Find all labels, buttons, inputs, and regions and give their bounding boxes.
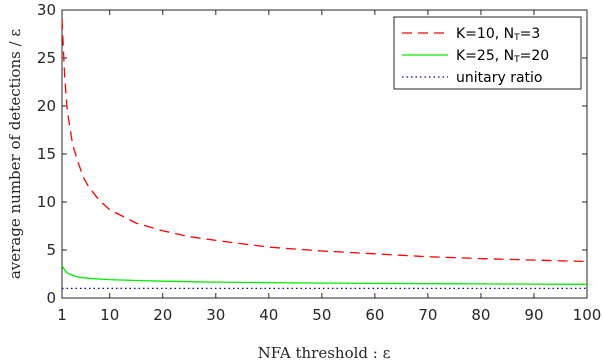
x-tick-label: 20: [153, 306, 172, 324]
x-tick-label: 70: [418, 306, 437, 324]
series-layer: [61, 19, 588, 290]
legend-label-main: unitary ratio: [456, 70, 542, 86]
legend-label-3: unitary ratio: [456, 70, 542, 86]
x-tick-label: 40: [259, 306, 278, 324]
x-tick-label: 80: [471, 306, 490, 324]
y-tick-label: 5: [46, 241, 56, 259]
x-axis-label: NFA threshold : ε: [258, 344, 391, 362]
legend-label-subscript: T: [513, 55, 520, 65]
legend-label-tail: =20: [520, 48, 550, 64]
legend-label-subscript: T: [513, 33, 520, 43]
series-line-1: [61, 19, 588, 263]
x-tick-label: 50: [312, 306, 331, 324]
y-tick-label: 0: [46, 289, 56, 307]
axis-ticks: 1 10 20 30 40 50 60 70 80 90 100 0 5 10 15 20 25 30: [37, 1, 601, 324]
x-tick-label: 60: [365, 306, 384, 324]
y-tick-label: 15: [37, 145, 56, 163]
x-tick-label: 10: [100, 306, 119, 324]
y-axis-label: average number of detections / ε: [6, 29, 24, 280]
y-tick-label: 25: [37, 49, 56, 67]
series-line-2: [61, 265, 588, 285]
y-tick-label: 10: [37, 193, 56, 211]
legend-label-tail: =3: [520, 26, 541, 42]
x-tick-label: 100: [573, 306, 602, 324]
legend-label-main: K=10, N: [456, 26, 514, 42]
x-tick-label: 30: [206, 306, 225, 324]
legend-label-main: K=25, N: [456, 48, 514, 64]
x-tick-label: 1: [57, 306, 67, 324]
legend-label-2: K=25, NT=20: [456, 48, 549, 65]
x-tick-label: 90: [524, 306, 543, 324]
legend-label-1: K=10, NT=3: [456, 26, 540, 43]
y-tick-label: 20: [37, 97, 56, 115]
y-tick-label: 30: [37, 1, 56, 19]
